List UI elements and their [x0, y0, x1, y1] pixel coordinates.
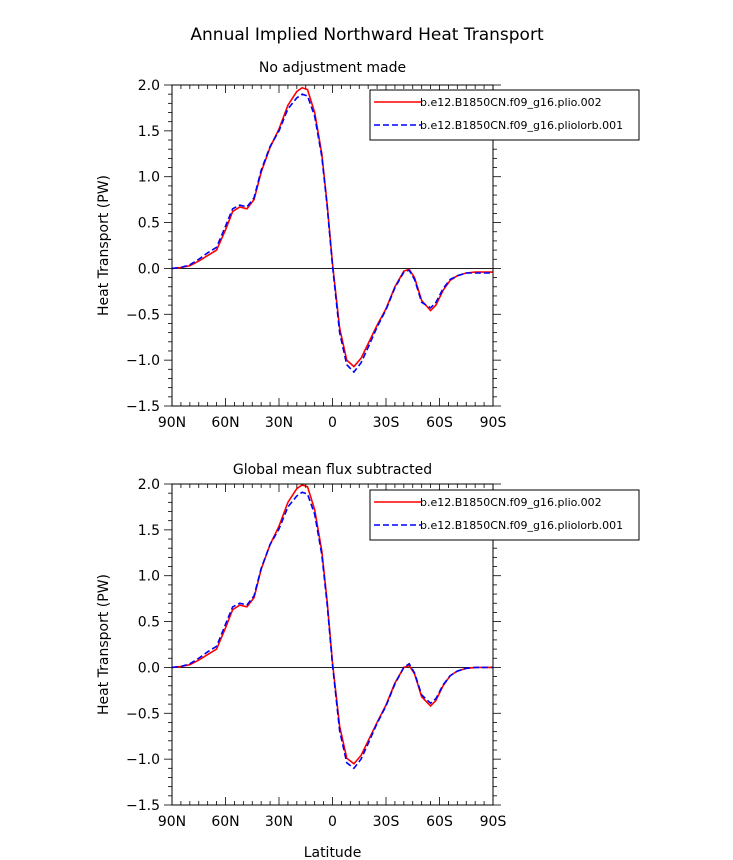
y-tick-label: −1.0	[126, 752, 160, 768]
y-tick-label: −0.5	[126, 307, 160, 323]
chart-panels: No adjustment made 90N 60N 30N 0 30S 60S 90S 2.0…	[96, 60, 640, 860]
y-tick-label: 1.0	[138, 170, 160, 186]
x-tick-label: 60S	[426, 814, 453, 830]
x-tick-label: 30S	[373, 415, 400, 431]
y-tick-label: −1.5	[126, 798, 160, 814]
figure-title: Annual Implied Northward Heat Transport	[190, 25, 544, 45]
y-tick-label: 0.5	[138, 216, 160, 232]
legend-box	[369, 89, 640, 141]
legend-box	[369, 489, 640, 541]
x-tick-label: 90S	[480, 415, 507, 431]
y-tick-label: 2.0	[138, 477, 160, 493]
legend-label: b.e12.B1850CN.f09_g16.plio.002	[420, 96, 602, 109]
legend-label: b.e12.B1850CN.f09_g16.plio.002	[420, 496, 602, 509]
y-tick-label: 0.0	[138, 261, 160, 277]
series-line-plio	[171, 484, 493, 765]
y-axis-label: Heat Transport (PW)	[96, 175, 112, 316]
y-tick-label: −1.5	[126, 399, 160, 415]
x-axis-label: Latitude	[304, 845, 362, 860]
y-tick-label: −0.5	[126, 706, 160, 722]
x-tick-label: 90S	[480, 814, 507, 830]
series-line-pliolorb	[171, 491, 493, 770]
y-tick-label: 0.5	[138, 615, 160, 631]
x-tick-label: 0	[328, 814, 337, 830]
legend: b.e12.B1850CN.f09_g16.plio.002 b.e12.B185…	[369, 489, 640, 541]
y-tick-label: 1.5	[138, 523, 160, 539]
x-tick-label: 30N	[265, 814, 293, 830]
x-tick-label: 90N	[158, 814, 186, 830]
legend-label: b.e12.B1850CN.f09_g16.pliolorb.001	[420, 119, 623, 132]
panel-title: Global mean flux subtracted	[233, 462, 432, 478]
y-tick-label: 1.0	[138, 569, 160, 585]
chart-panel-1: No adjustment made 90N 60N 30N 0 30S 60S 90S 2.0…	[96, 60, 640, 431]
legend: b.e12.B1850CN.f09_g16.plio.002 b.e12.B185…	[369, 89, 640, 141]
y-tick-label: 2.0	[138, 78, 160, 94]
x-tick-label: 60N	[211, 415, 239, 431]
y-axis-label: Heat Transport (PW)	[96, 574, 112, 715]
x-tick-label: 30S	[373, 814, 400, 830]
series-line-plio	[171, 86, 493, 368]
chart-panel-2: Global mean flux subtracted 90N 60N 30N 0 30S…	[96, 462, 640, 860]
y-tick-label: 1.5	[138, 124, 160, 140]
x-tick-label: 60N	[211, 814, 239, 830]
x-tick-label: 90N	[158, 415, 186, 431]
x-tick-label: 60S	[426, 415, 453, 431]
y-tick-label: 0.0	[138, 660, 160, 676]
y-tick-label: −1.0	[126, 353, 160, 369]
x-tick-label: 0	[328, 415, 337, 431]
legend-label: b.e12.B1850CN.f09_g16.pliolorb.001	[420, 519, 623, 532]
x-tick-label: 30N	[265, 415, 293, 431]
series-line-pliolorb	[171, 93, 493, 374]
panel-title: No adjustment made	[259, 60, 406, 76]
